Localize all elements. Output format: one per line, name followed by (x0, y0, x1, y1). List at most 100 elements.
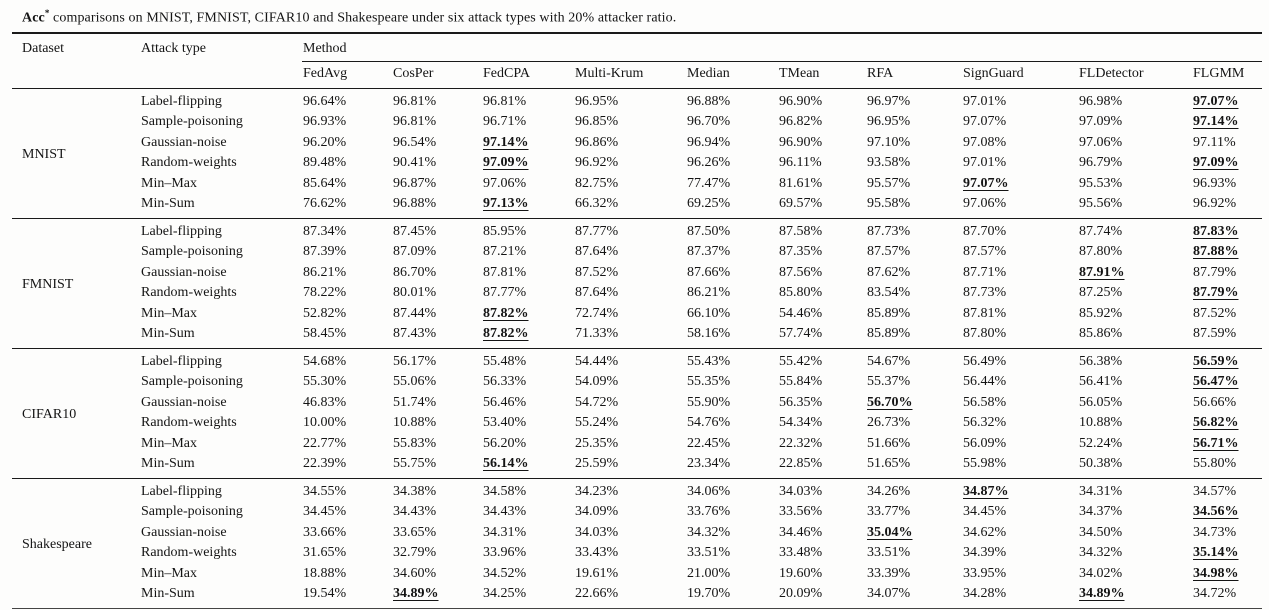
accuracy-value: 87.81% (963, 305, 1007, 321)
attack-type-label: Gaussian-noise (141, 524, 227, 540)
accuracy-value: 55.37% (867, 374, 911, 390)
accuracy-value: 35.04% (866, 523, 962, 544)
accuracy-value: 56.33% (483, 374, 527, 390)
best-accuracy-value: 34.56% (1193, 504, 1239, 520)
accuracy-value: 34.28% (963, 586, 1007, 602)
accuracy-value: 57.74% (779, 326, 823, 342)
accuracy-value: 97.09% (482, 153, 574, 174)
accuracy-value: 96.79% (1079, 155, 1123, 171)
table-row: Sample-poisoning 34.45% 34.43% 34.43% 34.09%… (12, 502, 1262, 523)
accuracy-value: 34.58% (482, 477, 574, 503)
caption-metric-label: Acc (22, 10, 45, 26)
accuracy-value: 34.62% (963, 524, 1007, 540)
accuracy-value: 55.42% (778, 347, 866, 373)
dataset-label: CIFAR10 (12, 347, 140, 479)
accuracy-value: 34.46% (779, 524, 823, 540)
attack-type-label: Label-flipping (140, 347, 302, 373)
best-accuracy-value: 35.14% (1193, 545, 1239, 561)
accuracy-value: 97.07% (963, 114, 1007, 130)
dataset-column-header: Dataset (12, 32, 140, 89)
accuracy-value: 56.09% (963, 435, 1007, 451)
accuracy-value: 51.65% (867, 456, 911, 472)
accuracy-value: 87.66% (687, 264, 731, 280)
accuracy-value: 56.82% (1192, 413, 1262, 434)
accuracy-value: 82.75% (575, 175, 619, 191)
best-accuracy-value: 56.71% (1193, 435, 1239, 451)
accuracy-value: 19.70% (687, 586, 731, 602)
accuracy-value: 55.75% (393, 456, 437, 472)
table-row: Gaussian-noise 86.21% 86.70% 87.81% 87.52% 87… (12, 263, 1262, 284)
accuracy-value: 96.81% (482, 87, 574, 113)
accuracy-value: 34.03% (778, 477, 866, 503)
accuracy-value: 56.44% (963, 374, 1007, 390)
method-header-fldetector: FLDetector (1078, 61, 1192, 89)
accuracy-value: 33.48% (779, 545, 823, 561)
accuracy-value: 97.14% (482, 133, 574, 154)
accuracy-value: 55.84% (779, 374, 823, 390)
accuracy-value: 96.97% (866, 87, 962, 113)
attack-type-label: Random-weights (141, 545, 237, 561)
accuracy-value: 56.66% (1193, 394, 1237, 410)
accuracy-value: 18.88% (303, 565, 347, 581)
accuracy-value: 95.57% (867, 175, 911, 191)
accuracy-value: 56.47% (1192, 372, 1262, 393)
accuracy-value: 55.98% (963, 456, 1007, 472)
accuracy-value: 55.24% (575, 415, 619, 431)
accuracy-value: 58.45% (303, 326, 347, 342)
accuracy-value: 87.81% (483, 264, 527, 280)
accuracy-value: 96.20% (303, 134, 347, 150)
accuracy-value: 87.56% (779, 264, 823, 280)
accuracy-value: 51.74% (393, 394, 437, 410)
method-header-median: Median (686, 61, 778, 89)
attack-type-label: Sample-poisoning (141, 114, 243, 130)
accuracy-value: 85.89% (867, 326, 911, 342)
method-header-fedavg: FedAvg (302, 61, 392, 89)
accuracy-value: 87.45% (392, 217, 482, 243)
accuracy-value: 22.45% (687, 435, 731, 451)
accuracy-value: 87.44% (393, 305, 437, 321)
accuracy-value: 34.06% (686, 477, 778, 503)
accuracy-value: 55.83% (393, 435, 437, 451)
attack-type-label: Min-Sum (141, 196, 195, 212)
accuracy-value: 34.45% (303, 504, 347, 520)
accuracy-value: 26.73% (867, 415, 911, 431)
dataset-label: MNIST (12, 87, 140, 219)
accuracy-value: 25.59% (575, 456, 619, 472)
table-row: Sample-poisoning 96.93% 96.81% 96.71% 96.85%… (12, 112, 1262, 133)
accuracy-value: 34.98% (1192, 564, 1262, 585)
best-accuracy-value: 97.09% (1193, 155, 1239, 171)
method-header-tmean: TMean (778, 61, 866, 89)
accuracy-value: 56.70% (866, 393, 962, 414)
accuracy-value: 34.38% (392, 477, 482, 503)
best-accuracy-value: 87.79% (1193, 285, 1239, 301)
accuracy-value: 34.43% (483, 504, 527, 520)
accuracy-value: 34.32% (1079, 545, 1123, 561)
accuracy-value: 96.86% (575, 134, 619, 150)
accuracy-value: 87.73% (963, 285, 1007, 301)
accuracy-value: 97.09% (1079, 114, 1123, 130)
accuracy-value: 87.71% (963, 264, 1007, 280)
attack-type-label: Min–Max (141, 175, 197, 191)
method-group-header: Method (302, 32, 1263, 62)
accuracy-value: 87.91% (1078, 263, 1192, 284)
accuracy-value: 56.05% (1079, 394, 1123, 410)
accuracy-value: 87.74% (1078, 217, 1192, 243)
accuracy-value: 87.25% (1079, 285, 1123, 301)
accuracy-value: 34.07% (867, 586, 911, 602)
accuracy-value: 56.14% (482, 454, 574, 478)
accuracy-value: 10.88% (393, 415, 437, 431)
accuracy-value: 96.71% (483, 114, 527, 130)
accuracy-value: 97.01% (963, 155, 1007, 171)
accuracy-value: 21.00% (687, 565, 731, 581)
accuracy-value: 33.39% (867, 565, 911, 581)
accuracy-value: 54.46% (779, 305, 823, 321)
accuracy-value: 56.41% (1079, 374, 1123, 390)
accuracy-value: 87.77% (483, 285, 527, 301)
accuracy-value: 34.89% (392, 584, 482, 609)
accuracy-value: 56.35% (779, 394, 823, 410)
accuracy-value: 85.89% (867, 305, 911, 321)
accuracy-value: 87.70% (962, 217, 1078, 243)
method-header-fedcpa: FedCPA (482, 61, 574, 89)
attack-type-label: Min-Sum (141, 326, 195, 342)
method-header-signguard: SignGuard (962, 61, 1078, 89)
